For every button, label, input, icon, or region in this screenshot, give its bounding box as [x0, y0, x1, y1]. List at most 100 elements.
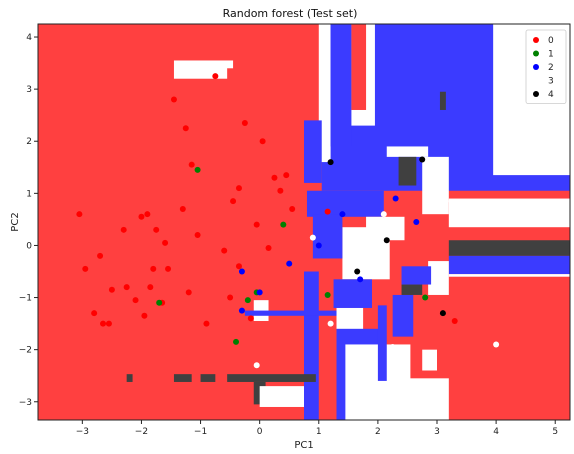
region-class-2	[306, 190, 384, 217]
y-tick-label: −2	[19, 346, 32, 356]
point-class-1	[422, 294, 429, 301]
point-class-0	[97, 252, 104, 259]
point-class-0	[76, 211, 83, 218]
point-class-0	[235, 263, 242, 270]
region-class-3	[366, 216, 405, 241]
region-class-0	[227, 68, 272, 84]
point-class-0	[221, 247, 228, 254]
region-class-3	[422, 156, 449, 215]
x-axis: −3 −2 −1 0 1 2 3 4 5	[76, 420, 558, 437]
point-class-1	[324, 291, 331, 298]
point-class-0	[194, 232, 201, 239]
point-class-0	[182, 125, 189, 132]
x-tick-label: −3	[76, 427, 89, 437]
point-class-1	[280, 221, 287, 228]
y-axis-label: PC2	[10, 212, 21, 231]
point-class-4	[383, 237, 390, 244]
point-class-2	[256, 289, 263, 296]
region-class-0	[351, 24, 367, 110]
legend-label-0: 0	[548, 36, 554, 46]
x-tick-label: 2	[375, 427, 381, 437]
y-tick-label: 1	[26, 189, 32, 199]
point-class-0	[451, 318, 458, 324]
legend-label-1: 1	[548, 50, 554, 60]
plot-area	[37, 23, 571, 421]
point-class-0	[153, 226, 160, 233]
region-class-4	[398, 156, 417, 186]
point-class-0	[259, 138, 266, 145]
x-axis-label: PC1	[294, 440, 313, 451]
region-class-2	[333, 279, 372, 308]
legend-marker-1	[533, 50, 539, 57]
legend-label-2: 2	[548, 63, 554, 73]
point-class-2	[238, 307, 245, 314]
y-tick-label: −1	[19, 294, 32, 304]
region-class-2	[448, 255, 570, 275]
point-class-0	[82, 265, 89, 272]
x-tick-label: 1	[316, 427, 322, 437]
point-class-0	[138, 213, 145, 220]
point-class-0	[212, 73, 219, 80]
point-class-0	[253, 221, 260, 228]
point-class-0	[108, 286, 115, 293]
point-class-0	[132, 297, 139, 304]
region-class-4	[401, 284, 423, 295]
point-class-3	[493, 341, 500, 348]
region-class-4	[439, 91, 446, 110]
region-class-2	[401, 266, 432, 285]
point-class-0	[203, 320, 210, 327]
region-class-4	[173, 374, 192, 382]
point-class-3	[380, 211, 387, 218]
point-class-3	[504, 200, 511, 207]
point-class-0	[120, 226, 127, 233]
legend-label-3: 3	[548, 77, 554, 87]
point-class-0	[235, 185, 242, 192]
legend-marker-4	[533, 91, 539, 97]
y-tick-label: 4	[26, 33, 32, 43]
point-class-1	[244, 297, 251, 304]
point-class-0	[179, 205, 186, 212]
region-class-4	[200, 374, 216, 382]
legend-marker-2	[533, 64, 539, 70]
region-class-2	[312, 214, 343, 259]
plot-frame	[37, 23, 571, 421]
point-class-0	[265, 245, 272, 252]
region-class-3	[422, 349, 437, 371]
region-class-2	[304, 271, 319, 420]
point-class-0	[144, 211, 151, 218]
region-class-2	[330, 24, 352, 147]
point-class-1	[233, 338, 240, 345]
point-class-2	[357, 276, 364, 283]
point-class-0	[227, 294, 234, 301]
point-class-2	[286, 260, 293, 267]
point-class-3	[389, 344, 396, 351]
region-class-3	[173, 60, 234, 79]
region-class-3	[428, 261, 449, 295]
region-class-3	[380, 378, 449, 420]
legend-label-4: 4	[548, 90, 554, 100]
region-class-2	[304, 120, 322, 183]
point-class-2	[339, 211, 346, 218]
region-class-2	[377, 305, 387, 381]
point-class-2	[315, 242, 322, 249]
point-class-2	[238, 268, 245, 275]
point-class-4	[419, 156, 426, 163]
point-class-0	[162, 239, 169, 246]
point-class-0	[147, 284, 154, 291]
x-tick-label: 4	[493, 427, 499, 437]
region-class-4	[448, 240, 570, 256]
legend-box	[525, 29, 567, 104]
point-class-4	[354, 268, 361, 275]
x-tick-label: 0	[257, 427, 263, 437]
y-tick-label: 3	[26, 85, 32, 95]
x-tick-label: 3	[434, 427, 440, 437]
point-class-3	[327, 320, 334, 327]
region-class-4	[227, 374, 316, 382]
point-class-0	[188, 161, 195, 168]
point-class-0	[170, 96, 177, 103]
point-class-1	[194, 166, 201, 173]
point-class-3	[309, 234, 316, 241]
point-class-0	[100, 320, 107, 327]
point-class-2	[413, 219, 420, 225]
region-class-2	[392, 294, 414, 337]
